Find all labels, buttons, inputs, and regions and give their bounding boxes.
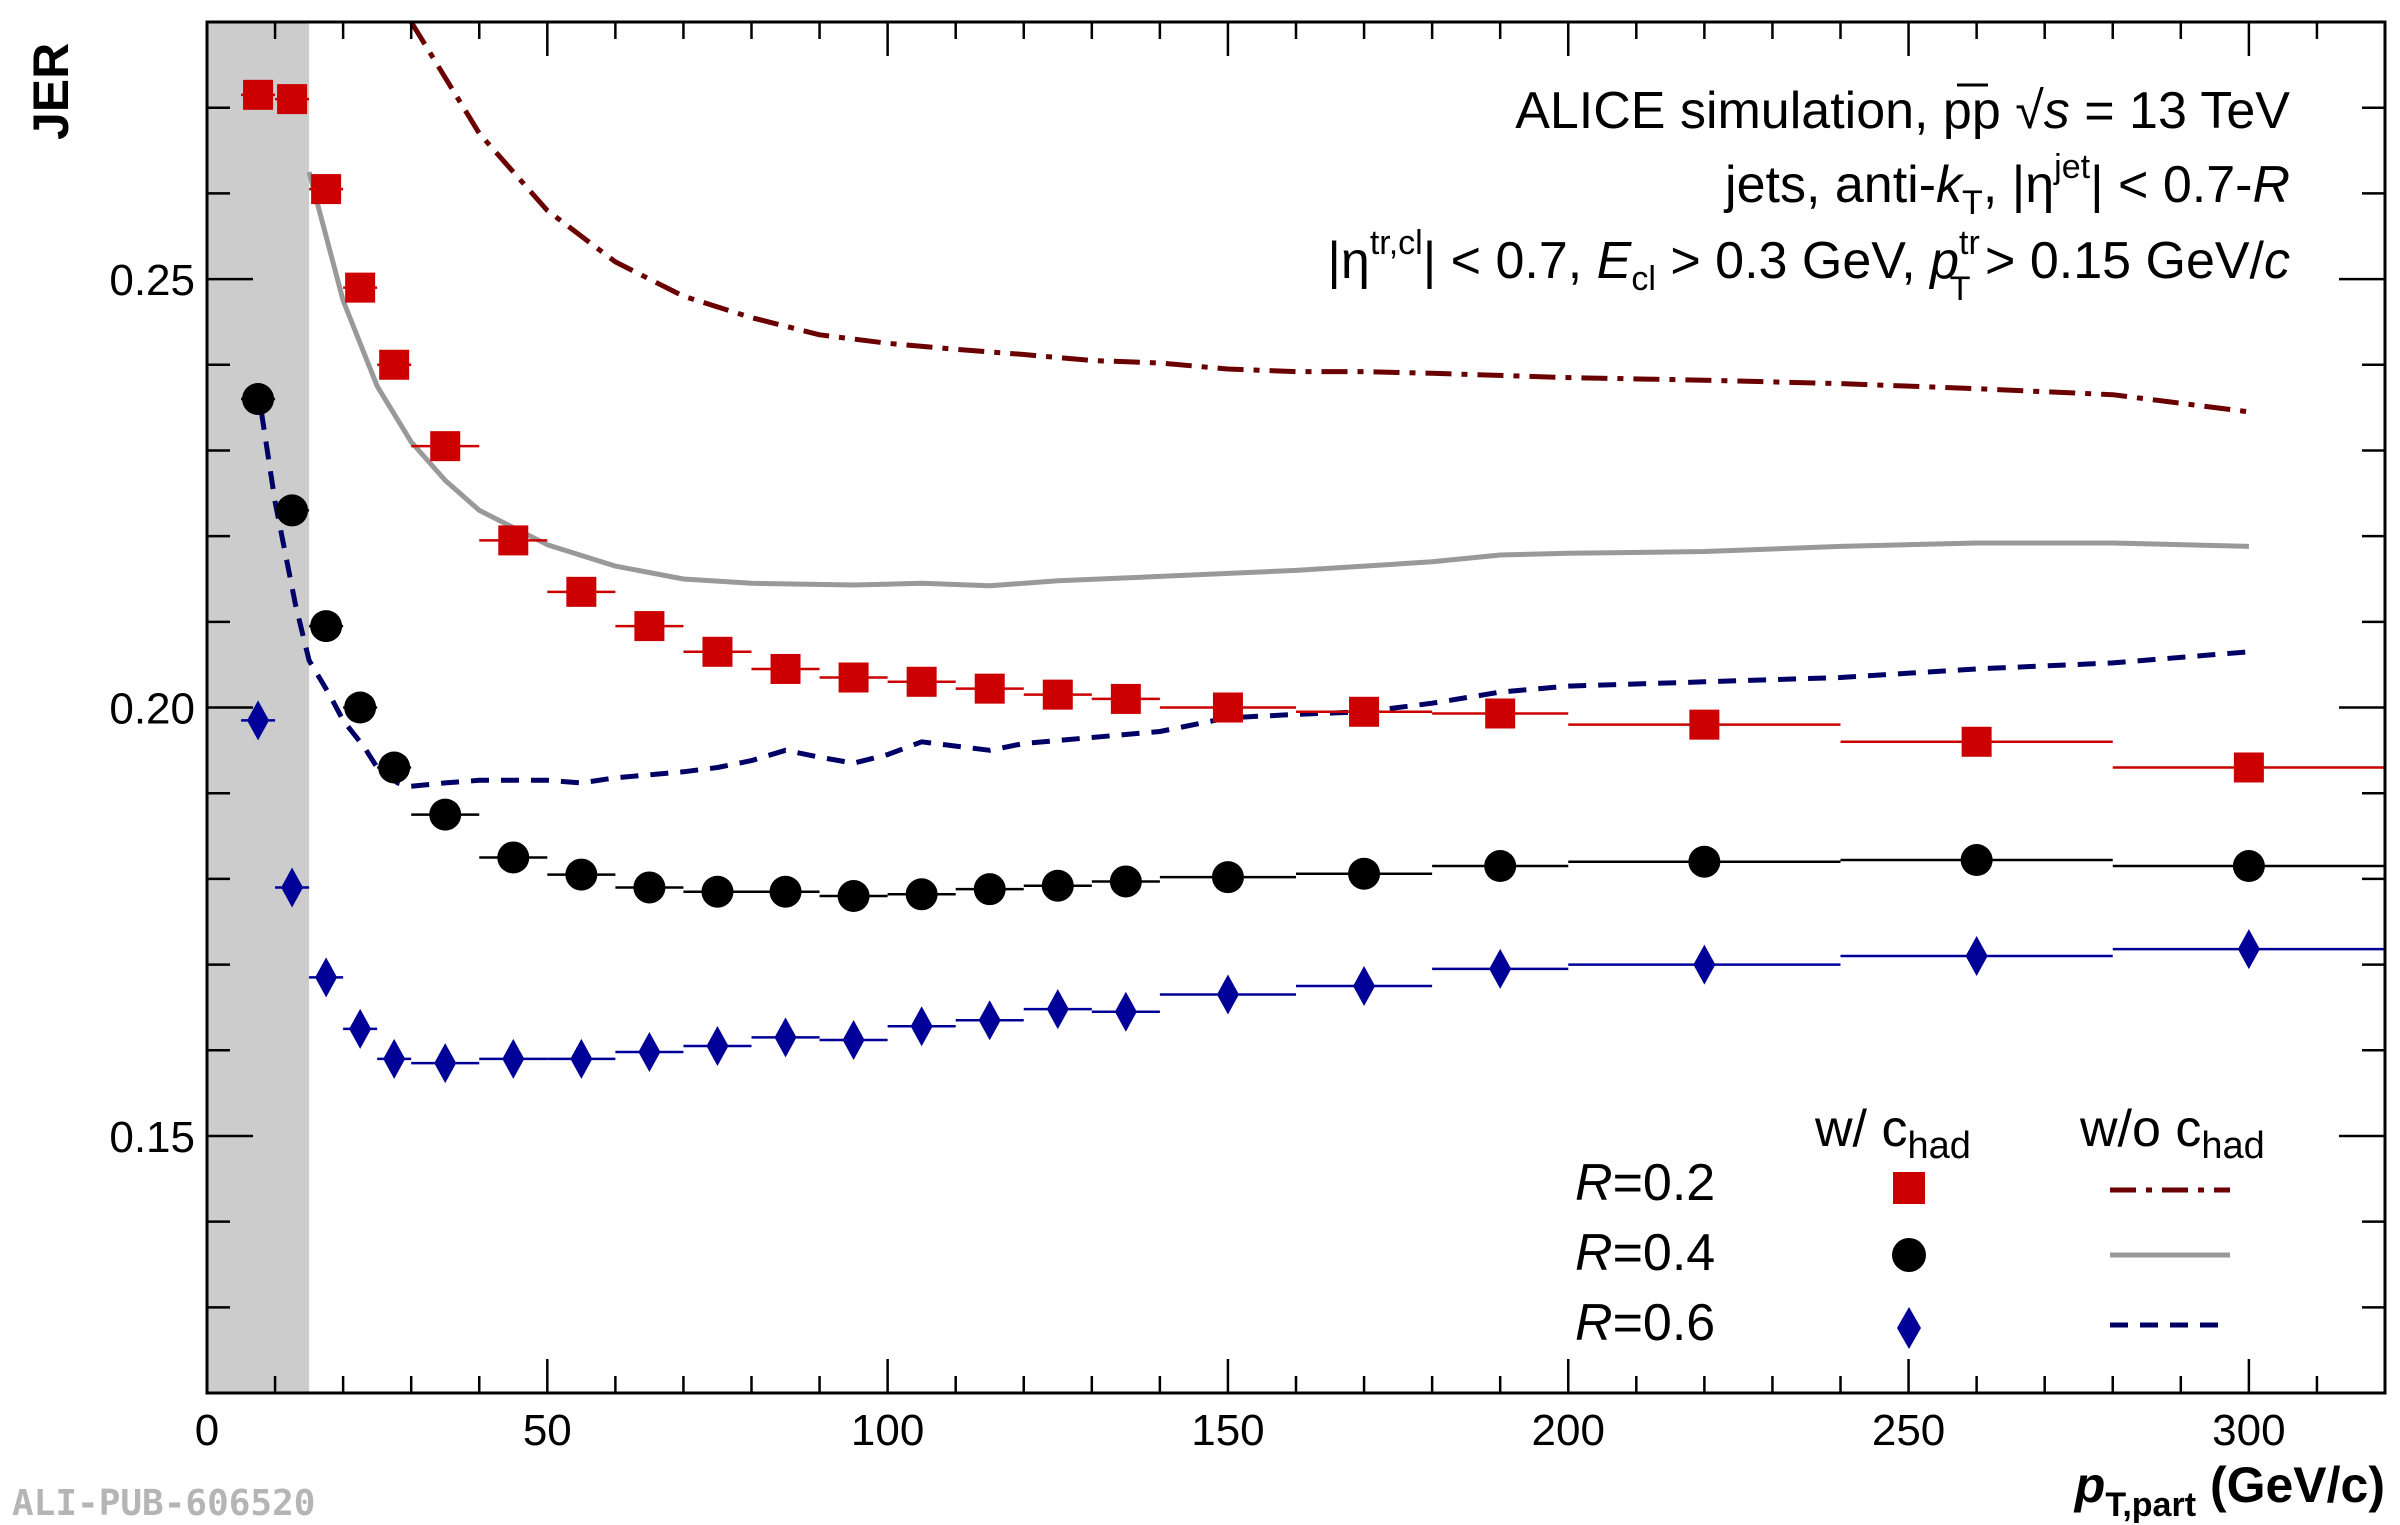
curve-2 xyxy=(258,411,2250,789)
watermark: ALI-PUB-606520 xyxy=(12,1483,315,1524)
marker-circle xyxy=(905,878,938,911)
x-tick-label: 50 xyxy=(523,1406,572,1455)
marker-diamond xyxy=(1489,948,1512,989)
legend-marker-square xyxy=(1893,1172,1925,1204)
marker-circle xyxy=(1484,850,1517,883)
legend-marker-diamond xyxy=(1897,1307,1921,1349)
marker-circle xyxy=(429,798,462,831)
marker-square xyxy=(974,673,1005,704)
marker-diamond xyxy=(842,1019,865,1060)
marker-circle xyxy=(769,875,802,908)
x-tick-label: 150 xyxy=(1191,1406,1264,1455)
marker-diamond xyxy=(1965,935,1988,976)
axis-tick-labels: 0 50 100 150 200 250 300 0.15 0.20 0.25 xyxy=(109,256,2285,1455)
marker-circle xyxy=(2232,850,2265,883)
marker-square xyxy=(838,662,869,693)
marker-square xyxy=(1042,679,1073,710)
marker-square xyxy=(430,431,461,462)
marker-diamond xyxy=(570,1038,593,1079)
marker-diamond xyxy=(1114,991,1137,1032)
marker-circle xyxy=(242,383,275,416)
marker-diamond xyxy=(2237,929,2260,970)
curves-group xyxy=(258,20,2250,789)
annotation-line-2: jets, anti-kT, |ηjet| < 0.7-R xyxy=(1723,148,2290,222)
legend-label-r06: R=0.6 xyxy=(1575,1294,1715,1352)
marker-diamond xyxy=(383,1038,406,1079)
x-tick-label: 0 xyxy=(195,1406,219,1455)
y-tick-label: 0.15 xyxy=(109,1113,195,1162)
x-tick-label: 200 xyxy=(1532,1406,1605,1455)
marker-diamond xyxy=(247,700,270,741)
legend-header-with: w/ chad xyxy=(1814,1100,1971,1167)
marker-circle xyxy=(701,875,734,908)
y-tick-label: 0.25 xyxy=(109,256,195,305)
marker-diamond xyxy=(910,1006,933,1047)
marker-square xyxy=(566,576,597,607)
marker-circle xyxy=(497,841,530,874)
annotation-line-1: ALICE simulation, pp √s = 13 TeV xyxy=(1515,82,2290,140)
marker-square xyxy=(1110,683,1141,714)
marker-square xyxy=(243,79,274,110)
marker-square xyxy=(2233,752,2264,783)
marker-diamond xyxy=(281,867,304,908)
marker-diamond xyxy=(434,1043,457,1084)
marker-diamond xyxy=(1216,974,1239,1015)
markers-group xyxy=(241,79,2385,1084)
marker-diamond xyxy=(774,1017,797,1058)
marker-square xyxy=(379,349,410,380)
marker-circle xyxy=(1041,869,1074,902)
marker-circle xyxy=(565,858,598,891)
marker-diamond xyxy=(502,1038,525,1079)
marker-square xyxy=(1349,696,1380,727)
marker-circle xyxy=(973,873,1006,906)
marker-diamond xyxy=(315,957,338,998)
marker-circle xyxy=(837,880,870,913)
marker-square xyxy=(1212,692,1243,723)
marker-square xyxy=(906,666,937,697)
marker-diamond xyxy=(1046,989,1069,1030)
marker-circle xyxy=(633,871,666,904)
x-tick-label: 100 xyxy=(851,1406,924,1455)
legend-marker-circle xyxy=(1892,1238,1926,1272)
marker-circle xyxy=(1211,861,1244,894)
marker-square xyxy=(311,174,342,205)
marker-diamond xyxy=(1693,944,1716,985)
marker-circle xyxy=(276,494,309,527)
y-axis-title: JER xyxy=(23,43,79,140)
marker-square xyxy=(634,611,665,642)
x-axis-title: pT,part (GeV/c) xyxy=(2073,1457,2385,1524)
x-tick-label: 300 xyxy=(2212,1406,2285,1455)
legend: w/ chad w/o chad R=0.2 R=0.4 R=0.6 xyxy=(1575,1100,2265,1352)
legend-label-r02: R=0.2 xyxy=(1575,1154,1715,1212)
marker-square xyxy=(1961,726,1992,757)
marker-square xyxy=(345,272,376,303)
marker-diamond xyxy=(978,1000,1001,1041)
annotation-line-3: |ηtr,cl| < 0.7, Ecl > 0.3 GeV, ptr T > 0.… xyxy=(1327,224,2290,308)
marker-circle xyxy=(344,691,377,724)
marker-square xyxy=(770,653,801,684)
marker-diamond xyxy=(1353,965,1376,1006)
curve-0 xyxy=(409,20,2250,415)
x-tick-label: 250 xyxy=(1872,1406,1945,1455)
marker-square xyxy=(702,636,733,667)
marker-diamond xyxy=(638,1031,661,1072)
marker-square xyxy=(498,525,529,556)
marker-circle xyxy=(1960,844,1993,877)
marker-square xyxy=(277,84,308,115)
marker-square xyxy=(1485,698,1516,729)
marker-circle xyxy=(1109,865,1142,898)
marker-circle xyxy=(378,751,411,784)
marker-circle xyxy=(1348,857,1381,890)
curve-1 xyxy=(306,171,2249,589)
marker-circle xyxy=(310,610,343,643)
y-tick-label: 0.20 xyxy=(109,685,195,734)
marker-diamond xyxy=(349,1008,372,1049)
marker-square xyxy=(1689,709,1720,740)
legend-header-without: w/o chad xyxy=(2079,1100,2265,1167)
marker-diamond xyxy=(706,1025,729,1066)
axis-ticks xyxy=(205,20,2387,1395)
marker-circle xyxy=(1688,845,1721,878)
legend-label-r04: R=0.4 xyxy=(1575,1224,1715,1282)
